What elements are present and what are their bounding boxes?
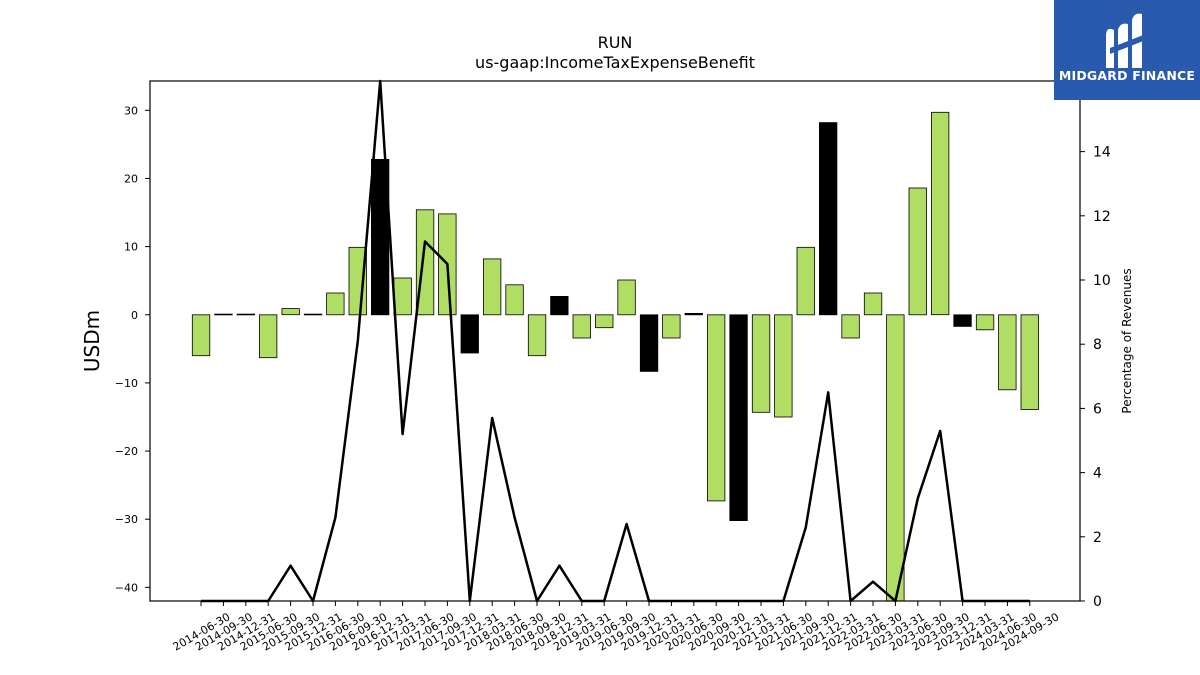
plot-frame <box>149 80 1081 602</box>
y-tick-label: 30 <box>124 104 138 117</box>
bar <box>953 314 972 327</box>
bar <box>482 258 502 316</box>
bar <box>998 314 1017 391</box>
bar <box>819 122 838 316</box>
chart-subtitle: us-gaap:IncomeTaxExpenseBenefit <box>475 53 755 72</box>
bar <box>595 314 614 329</box>
axes: −40−30−20−100102030024681012142014-06-30… <box>115 80 1111 654</box>
bar <box>1020 314 1039 410</box>
bar <box>751 314 771 413</box>
bar <box>841 314 860 339</box>
y2-tick-label: 12 <box>1093 209 1111 225</box>
bar <box>729 314 748 521</box>
logo-mark-icon <box>1106 13 1146 69</box>
y-tick-label: −10 <box>115 377 138 390</box>
bar <box>214 313 233 316</box>
y2-tick-label: 4 <box>1093 466 1102 482</box>
bar <box>572 314 591 339</box>
bar <box>863 292 883 316</box>
bar <box>796 246 815 316</box>
bar <box>931 111 950 316</box>
bar <box>774 314 793 418</box>
logo-text: MIDGARD FINANCE <box>1058 68 1196 83</box>
y-tick-label: −20 <box>115 445 138 458</box>
revenue-percentage-line <box>201 79 1030 603</box>
y-tick-label: −30 <box>115 513 138 526</box>
bar <box>550 295 569 316</box>
bar <box>975 314 995 331</box>
bar <box>662 314 681 339</box>
chart-title: RUN <box>598 33 633 52</box>
midgard-finance-logo: MIDGARD FINANCE <box>1054 0 1200 100</box>
y2-tick-label: 6 <box>1093 401 1102 417</box>
bar <box>505 284 524 316</box>
y2-tick-label: 0 <box>1093 594 1102 610</box>
y2-tick-label: 14 <box>1093 145 1111 161</box>
bar <box>258 314 278 359</box>
bar <box>908 187 927 316</box>
bar <box>684 312 703 316</box>
y2-tick-label: 10 <box>1093 273 1111 289</box>
bar <box>639 314 659 372</box>
y-tick-label: 20 <box>124 172 138 185</box>
bar <box>527 314 547 357</box>
bar <box>191 314 211 357</box>
bar <box>281 308 300 316</box>
y2-tick-label: 8 <box>1093 337 1102 353</box>
bar <box>393 277 412 316</box>
bar-series <box>191 111 1039 602</box>
y-tick-label: 10 <box>124 241 138 254</box>
bar <box>617 279 636 316</box>
y-tick-label: 0 <box>131 309 138 322</box>
bar <box>326 292 345 316</box>
bar <box>303 313 323 316</box>
bar <box>236 313 256 316</box>
bar <box>886 314 905 602</box>
y2-tick-label: 2 <box>1093 530 1102 546</box>
bar <box>460 314 479 354</box>
line-path <box>201 79 1030 603</box>
y2-axis-label: Percentage of Revenues <box>1120 268 1134 413</box>
y-tick-label: −40 <box>115 581 138 594</box>
y-axis-label: USDm <box>80 310 104 372</box>
bar <box>707 314 726 502</box>
